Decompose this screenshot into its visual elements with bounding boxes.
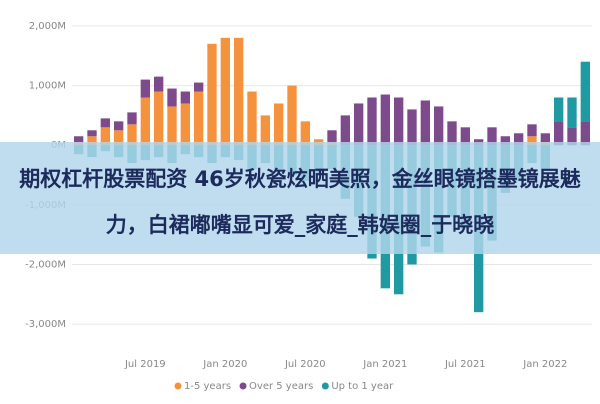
x-tick-label: Jan 2020	[202, 359, 247, 370]
bar	[207, 43, 217, 146]
y-tick-label: -3,000M	[25, 319, 66, 330]
bar	[554, 97, 564, 122]
bar	[327, 130, 337, 143]
bar	[194, 91, 204, 146]
legend-label: Over 5 years	[249, 381, 313, 392]
x-tick-label: Jan 2022	[522, 359, 567, 370]
bar	[180, 103, 190, 146]
bar	[420, 100, 430, 146]
x-tick-label: Jul 2020	[284, 359, 326, 370]
bar	[460, 127, 470, 146]
bar	[140, 97, 150, 146]
x-tick-label: Jan 2021	[362, 359, 407, 370]
bar	[554, 121, 564, 146]
bar	[514, 133, 524, 146]
bar	[140, 79, 150, 98]
bar	[340, 115, 350, 146]
banner: 期权杠杆股票配资 46岁秋瓷炫晒美照，金丝眼镜搭墨镜展魅力，白裙嘟嘴显可爱_家庭…	[0, 142, 600, 254]
bar	[287, 85, 297, 146]
bar	[220, 37, 230, 146]
bar	[167, 106, 177, 146]
banner-text: 期权杠杆股票配资 46岁秋瓷炫晒美照，金丝眼镜搭墨镜展魅力，白裙嘟嘴显可爱_家庭…	[19, 167, 581, 237]
bar	[247, 91, 257, 146]
bar	[567, 127, 577, 146]
y-tick-label: 2,000M	[29, 21, 66, 32]
bar	[127, 112, 137, 125]
bar	[100, 127, 110, 146]
bar	[580, 121, 590, 146]
bar	[114, 121, 124, 131]
bar	[447, 121, 457, 146]
bar	[580, 61, 590, 122]
bar	[500, 136, 510, 146]
bar	[87, 130, 97, 137]
bar	[300, 121, 310, 146]
legend-marker	[321, 382, 329, 390]
bar	[540, 133, 550, 143]
bar	[180, 91, 190, 104]
x-tick-label: Jul 2021	[444, 359, 486, 370]
bar	[394, 97, 404, 146]
bar	[114, 130, 124, 146]
bar	[74, 136, 84, 143]
y-tick-label: 1,000M	[29, 81, 66, 92]
bar	[234, 37, 244, 146]
bar	[100, 118, 110, 128]
bar	[367, 97, 377, 146]
bar	[527, 136, 537, 146]
bar	[260, 115, 270, 146]
bar	[407, 109, 417, 146]
bar	[487, 127, 497, 146]
bar	[194, 82, 204, 92]
bar	[567, 97, 577, 128]
bar	[167, 88, 177, 107]
bar	[380, 94, 390, 146]
bar	[154, 76, 164, 92]
legend-label: Up to 1 year	[331, 381, 394, 392]
bar	[434, 106, 444, 146]
legend-label: 1-5 years	[184, 381, 231, 392]
bar	[87, 136, 97, 146]
legend-marker	[174, 382, 182, 390]
y-tick-label: -2,000M	[25, 259, 66, 270]
x-tick-label: Jul 2019	[124, 359, 166, 370]
bar	[274, 103, 284, 146]
bar	[354, 103, 364, 146]
bar	[127, 124, 137, 146]
legend-marker	[239, 382, 247, 390]
bar	[527, 124, 537, 137]
bar	[154, 91, 164, 146]
